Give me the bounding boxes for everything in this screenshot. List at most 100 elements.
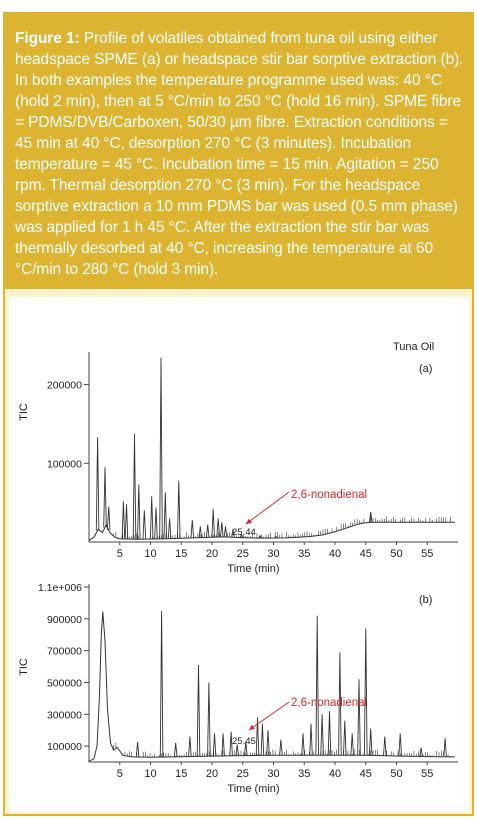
- panel-b-peak: [255, 717, 260, 756]
- panel-a-peak: [198, 526, 203, 538]
- chromatogram-area: 100000 200000 5 10 15 20 25 30 35 40 45 50 55 Time (m…: [9, 297, 469, 812]
- panel-a-x-tick-label: 25: [237, 548, 249, 560]
- panel-b-y-axis-title: TIC: [18, 658, 30, 676]
- panel-b-retention-time-label: 25.45: [232, 736, 256, 747]
- panel-a-peak: [163, 492, 168, 539]
- panel-b-x-tick-label: 10: [144, 768, 156, 780]
- panel-b-peak: [235, 744, 239, 756]
- panel-b-peak: [357, 679, 361, 756]
- panel-b-peak: [159, 610, 164, 758]
- panel-b-x-tick-label: 20: [206, 768, 218, 780]
- panel-a-x-tick-label: 5: [117, 548, 123, 560]
- panel-b-x-tick-label: 30: [267, 768, 279, 780]
- panel-b-peak: [309, 723, 313, 756]
- panel-b-peak: [443, 738, 447, 757]
- panel-b-peak: [383, 736, 387, 756]
- panel-b-peak: [327, 711, 332, 756]
- panel-a-x-tick-label: 10: [144, 548, 156, 560]
- panel-a-y-axis-title: TIC: [18, 403, 30, 421]
- panel-b-peak: [188, 736, 192, 757]
- panel-b-y-tick-label: 1.1e+006: [38, 582, 82, 594]
- panel-a-peak: [149, 496, 154, 540]
- panel-a-peak: [220, 522, 224, 538]
- panel-a-peak: [216, 518, 220, 538]
- panel-b-y-tick-label: 900000: [47, 614, 82, 626]
- panel-a-retention-time-label: 25.44: [232, 527, 256, 538]
- panel-a-x-tick-label: 40: [329, 548, 341, 560]
- figure-panel: Figure 1: Profile of volatiles obtained …: [3, 12, 474, 816]
- panel-b-x-tick-label: 35: [298, 768, 310, 780]
- panel-a-peak: [258, 534, 262, 539]
- panel-a-annotation-label: 2,6-nonadienal: [291, 489, 367, 501]
- panel-a-x-tick-label: 55: [421, 548, 433, 560]
- figure-caption: Figure 1: Profile of volatiles obtained …: [5, 14, 472, 289]
- panel-b-y-tick-label: 500000: [47, 677, 82, 689]
- panel-b-y-tick-label: 300000: [47, 709, 82, 721]
- panel-a-peak: [106, 506, 111, 530]
- caption-label: Figure 1:: [15, 30, 80, 47]
- panel-a-annotation-arrow: [245, 491, 290, 525]
- panel-a-peak: [167, 518, 172, 539]
- panel-b-y-tick-label: 100000: [47, 741, 82, 753]
- panel-b-peak: [173, 742, 178, 757]
- panel-b-peak: [338, 652, 342, 756]
- panel-a-peak: [103, 467, 107, 528]
- panel-b-annotation-arrow: [248, 701, 290, 731]
- panel-a-peak: [239, 532, 244, 538]
- panel-a-x-tick-label: 35: [298, 548, 310, 560]
- panel-a-x-tick-label: 20: [206, 548, 218, 560]
- panel-a-peak: [124, 504, 129, 540]
- panel-b-peak: [363, 628, 368, 756]
- panel-b-peak: [350, 733, 354, 756]
- panel-b-peak: [343, 720, 347, 756]
- panel-a-x-axis-title: Time (min): [227, 563, 279, 575]
- panel-b-peak: [315, 615, 319, 756]
- panel-a-peak: [132, 434, 137, 540]
- panel-b-x-axis-title: Time (min): [227, 783, 279, 795]
- panel-b-panel-label: (b): [419, 594, 432, 606]
- panel-b-peak: [301, 733, 305, 756]
- panel-a-panel-label: (a): [419, 363, 432, 375]
- caption-text: Profile of volatiles obtained from tuna …: [15, 30, 464, 278]
- panel-a-chromatogram-trace: [88, 521, 455, 541]
- panel-a-x-tick-label: 30: [267, 548, 279, 560]
- panel-a-peak: [177, 480, 181, 539]
- panel-a-x-tick-label: 15: [175, 548, 187, 560]
- panel-b-peak: [212, 733, 217, 757]
- panel-b-peak: [221, 733, 225, 756]
- panel-b-peak: [244, 741, 248, 756]
- panel-a-peak: [142, 510, 147, 540]
- panel-b-peak: [196, 664, 201, 757]
- panel-a-peak: [223, 526, 228, 537]
- panel-a-peak: [231, 529, 235, 538]
- panel-b-x-tick-label: 15: [175, 768, 187, 780]
- panel-b-y-tick-label: 700000: [47, 646, 82, 658]
- panel-a-peak: [159, 357, 163, 539]
- panel-a-y-tick-label: 100000: [47, 458, 82, 470]
- panel-b-peak: [266, 730, 270, 756]
- panel-a-annotation-arrowhead: [246, 518, 252, 524]
- panel-a-peak: [368, 512, 373, 523]
- panel-b-peak: [229, 731, 233, 756]
- panel-b-chromatogram-trace: [88, 611, 455, 762]
- panel-a-peak: [205, 524, 210, 538]
- panel-a-peak: [121, 501, 126, 539]
- panel-b-peak: [279, 739, 283, 756]
- panel-b-x-tick-label: 55: [421, 768, 433, 780]
- panel-a-peak: [154, 507, 158, 540]
- panel-a-peak: [190, 519, 195, 538]
- panel-b-x-tick-label: 40: [329, 768, 341, 780]
- panel-b-peak: [207, 682, 211, 757]
- panel-a-sample-label: Tuna Oil: [393, 341, 434, 353]
- panel-b-peak: [398, 733, 402, 757]
- panel-b-annotation-arrowhead: [249, 724, 255, 730]
- panel-b-peak: [260, 723, 265, 756]
- chromatogram-svg: 100000 200000 5 10 15 20 25 30 35 40 45 50 55 Time (m…: [18, 341, 458, 795]
- panel-a-y-tick-label: 200000: [47, 380, 82, 392]
- panel-a-peak: [95, 437, 100, 531]
- panel-b-peak: [135, 742, 140, 758]
- panel-a-x-tick-label: 50: [390, 548, 402, 560]
- panel-b-peak: [320, 714, 324, 756]
- panel-a-peak: [211, 508, 215, 538]
- panel-a-peak: [137, 484, 141, 540]
